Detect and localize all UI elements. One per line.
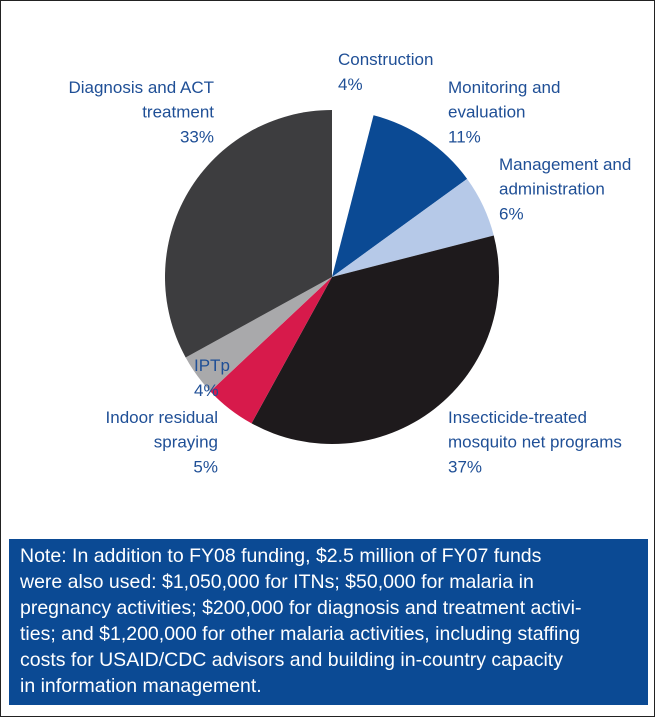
value-label: 4% [338,75,363,94]
label-line: Management and [499,155,631,174]
value-label: 4% [194,381,219,400]
slice-label: Insecticide-treated mosquito net programs [448,408,622,452]
pie-slice [332,110,374,277]
label-line: Monitoring and [448,78,560,97]
note-line: in information management. [20,675,262,697]
pie-slice [332,178,494,277]
slice-label: Construction [338,50,433,69]
note-line: costs for USAID/CDC advisors and buildin… [20,649,563,671]
label-line: Construction [338,50,433,69]
label-line: mosquito net programs [448,433,622,452]
value-label: 37% [448,457,482,476]
note-line: pregnancy activities; $200,000 for diagn… [20,597,582,619]
note-line: were also used: $1,050,000 for ITNs; $50… [20,571,534,593]
value-label: 5% [193,457,218,476]
note-box: Note: In addition to FY08 funding, $2.5 … [9,539,648,705]
chart: Construction 4% Monitoring and evaluation 11… [68,50,631,476]
label-line: Diagnosis and ACT [68,78,214,97]
value-label: 11% [448,127,481,146]
label-line: administration [499,180,605,199]
slice-label: Monitoring and evaluation [448,78,560,122]
label-line: spraying [154,433,218,452]
label-line: treatment [142,103,214,122]
pie-slice [185,277,332,392]
note-line: ties; and $1,200,000 for other malaria a… [20,623,581,645]
pie-slice [210,277,332,424]
pie-slice [251,235,499,445]
pie-slice [165,110,332,358]
pie-slice [332,115,468,277]
value-label: 33% [180,127,214,146]
slice-label: Diagnosis and ACT treatment [68,78,214,122]
slice-label: Indoor residual spraying [106,408,218,452]
label-line: IPTp [194,356,230,375]
value-label: 6% [499,204,524,223]
label-line: evaluation [448,103,526,122]
slice-label: IPTp [194,356,230,375]
slice-label: Management and administration [499,155,631,199]
label-line: Indoor residual [106,408,218,427]
label-line: Insecticide-treated [448,408,587,427]
note-line: Note: In addition to FY08 funding, $2.5 … [20,545,542,567]
